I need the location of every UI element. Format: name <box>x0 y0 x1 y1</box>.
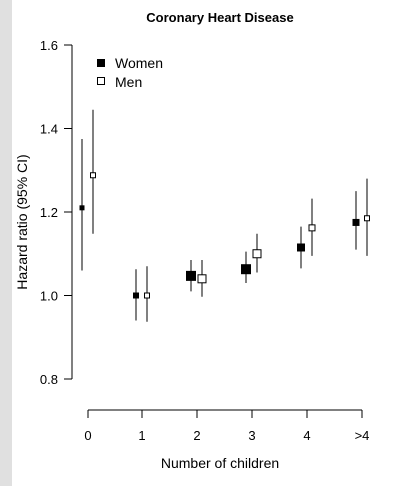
left-margin-strip <box>0 0 12 486</box>
chart-title: Coronary Heart Disease <box>146 10 293 25</box>
legend-marker-men <box>97 77 105 85</box>
y-tick-label-0: 0.8 <box>40 372 58 387</box>
y-axis-label: Hazard ratio (95% CI) <box>14 154 30 289</box>
x-tick-label-4: 4 <box>303 428 310 443</box>
women-point-3 <box>241 264 251 275</box>
men-point-4 <box>308 224 316 232</box>
x-axis: 0 1 2 3 4 >4 <box>84 409 369 443</box>
y-tick-label-4: 1.6 <box>40 38 58 53</box>
women-point-0 <box>79 205 85 211</box>
men-point-3 <box>252 249 262 259</box>
x-tick-label-5: >4 <box>355 428 370 443</box>
y-axis: 0.8 1.0 1.2 1.4 1.6 <box>40 38 73 387</box>
x-tick-label-3: 3 <box>248 428 255 443</box>
x-axis-label: Number of children <box>161 455 279 471</box>
legend-label-men: Men <box>115 74 142 90</box>
x-tick-label-0: 0 <box>84 428 91 443</box>
y-tick-label-2: 1.2 <box>40 205 58 220</box>
legend-label-women: Women <box>115 55 163 71</box>
y-tick-label-1: 1.0 <box>40 289 58 304</box>
x-ticks: 0 1 2 3 4 >4 <box>84 410 369 443</box>
x-tick-label-1: 1 <box>138 428 145 443</box>
y-ticks: 0.8 1.0 1.2 1.4 1.6 <box>40 38 72 387</box>
men-point-1 <box>144 292 150 299</box>
data-marks <box>79 109 370 322</box>
men-point-0 <box>90 172 96 179</box>
women-point-5 <box>352 218 360 226</box>
women-point-1 <box>133 292 139 299</box>
men-point-5 <box>364 215 370 222</box>
women-point-2 <box>186 270 196 281</box>
legend: Women Men <box>97 55 163 90</box>
women-point-4 <box>297 243 305 252</box>
y-tick-label-3: 1.4 <box>40 122 58 137</box>
men-point-2 <box>197 274 207 284</box>
x-tick-label-2: 2 <box>193 428 200 443</box>
legend-marker-women <box>97 59 105 67</box>
